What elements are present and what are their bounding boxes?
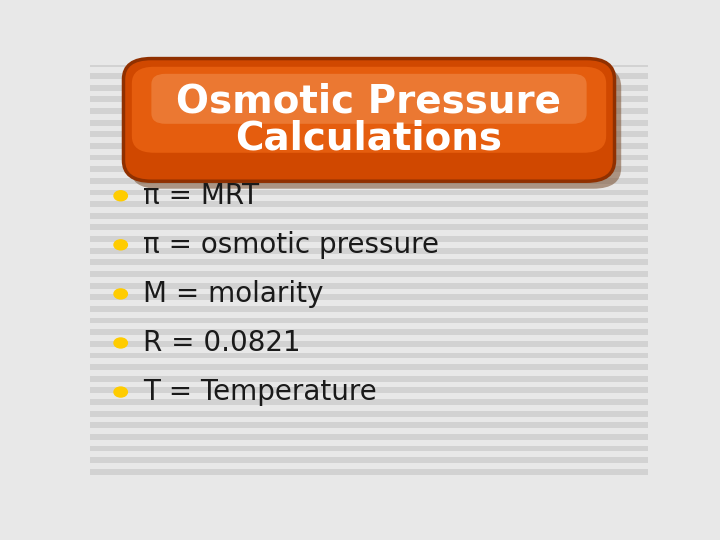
Bar (90, 219, 648, 225)
Bar (90, 160, 648, 166)
Bar (90, 68, 648, 73)
Bar (90, 382, 648, 388)
Circle shape (114, 387, 127, 397)
Bar (90, 440, 648, 445)
Bar (90, 411, 648, 416)
Bar (90, 370, 648, 376)
Bar (90, 434, 648, 440)
Bar (90, 265, 648, 271)
Bar (90, 178, 648, 184)
Bar (90, 312, 648, 318)
Bar (90, 32, 648, 38)
Bar (90, 56, 648, 62)
Circle shape (114, 191, 127, 201)
Bar (90, 62, 648, 68)
Bar (90, 393, 648, 399)
Bar (90, 120, 648, 125)
Bar (90, 236, 648, 242)
Bar (90, 335, 648, 341)
Bar (90, 457, 648, 463)
Circle shape (114, 240, 127, 250)
Text: Calculations: Calculations (235, 119, 503, 158)
FancyBboxPatch shape (151, 74, 587, 124)
Bar (90, 318, 648, 323)
Bar (90, 259, 648, 265)
Text: T = Temperature: T = Temperature (143, 378, 377, 406)
FancyBboxPatch shape (130, 66, 621, 188)
Bar (90, 254, 648, 259)
Bar (90, 102, 648, 108)
Bar (90, 475, 648, 481)
Bar (90, 137, 648, 143)
Bar (90, 451, 648, 457)
Bar (90, 172, 648, 178)
FancyBboxPatch shape (132, 67, 606, 153)
Bar (90, 201, 648, 207)
Circle shape (114, 289, 127, 299)
Bar (90, 416, 648, 422)
Text: M = molarity: M = molarity (143, 280, 323, 308)
Bar (90, 143, 648, 149)
Bar (90, 154, 648, 160)
Bar (90, 376, 648, 382)
Bar (90, 300, 648, 306)
Bar (90, 225, 648, 230)
Bar (90, 26, 648, 32)
Text: π = MRT: π = MRT (143, 182, 259, 210)
Bar (90, 114, 648, 120)
Bar (90, 131, 648, 137)
Bar (90, 347, 648, 353)
Bar (90, 405, 648, 411)
Bar (90, 190, 648, 195)
Bar (90, 50, 648, 56)
Bar (90, 108, 648, 114)
Bar (90, 79, 648, 85)
Bar (90, 364, 648, 370)
Bar (90, 21, 648, 26)
Bar (90, 85, 648, 91)
Text: Osmotic Pressure: Osmotic Pressure (176, 82, 562, 120)
Bar (90, 399, 648, 405)
Bar (90, 288, 648, 294)
Bar (90, 248, 648, 254)
Bar (90, 213, 648, 219)
FancyBboxPatch shape (124, 58, 615, 181)
Bar (90, 277, 648, 282)
Bar (90, 329, 648, 335)
Bar (90, 15, 648, 21)
Bar (90, 207, 648, 213)
Bar (90, 73, 648, 79)
Bar (90, 359, 648, 364)
Bar (90, 230, 648, 236)
Bar (90, 242, 648, 248)
Bar (90, 97, 648, 102)
Text: π = osmotic pressure: π = osmotic pressure (143, 231, 439, 259)
Bar (90, 125, 648, 131)
Bar (90, 353, 648, 359)
Bar (90, 306, 648, 312)
Bar (90, 282, 648, 288)
Bar (90, 388, 648, 393)
Bar (90, 44, 648, 50)
Bar (90, 184, 648, 190)
Circle shape (114, 338, 127, 348)
Bar (90, 422, 648, 428)
Bar (90, 341, 648, 347)
Bar (90, 166, 648, 172)
Bar (90, 91, 648, 97)
Bar (90, 323, 648, 329)
Bar (90, 469, 648, 475)
Bar (90, 195, 648, 201)
Bar (90, 149, 648, 154)
Text: R = 0.0821: R = 0.0821 (143, 329, 301, 357)
Bar (90, 446, 648, 451)
Bar (90, 271, 648, 277)
Bar (90, 428, 648, 434)
Bar (90, 294, 648, 300)
Bar (90, 38, 648, 44)
Bar (90, 463, 648, 469)
